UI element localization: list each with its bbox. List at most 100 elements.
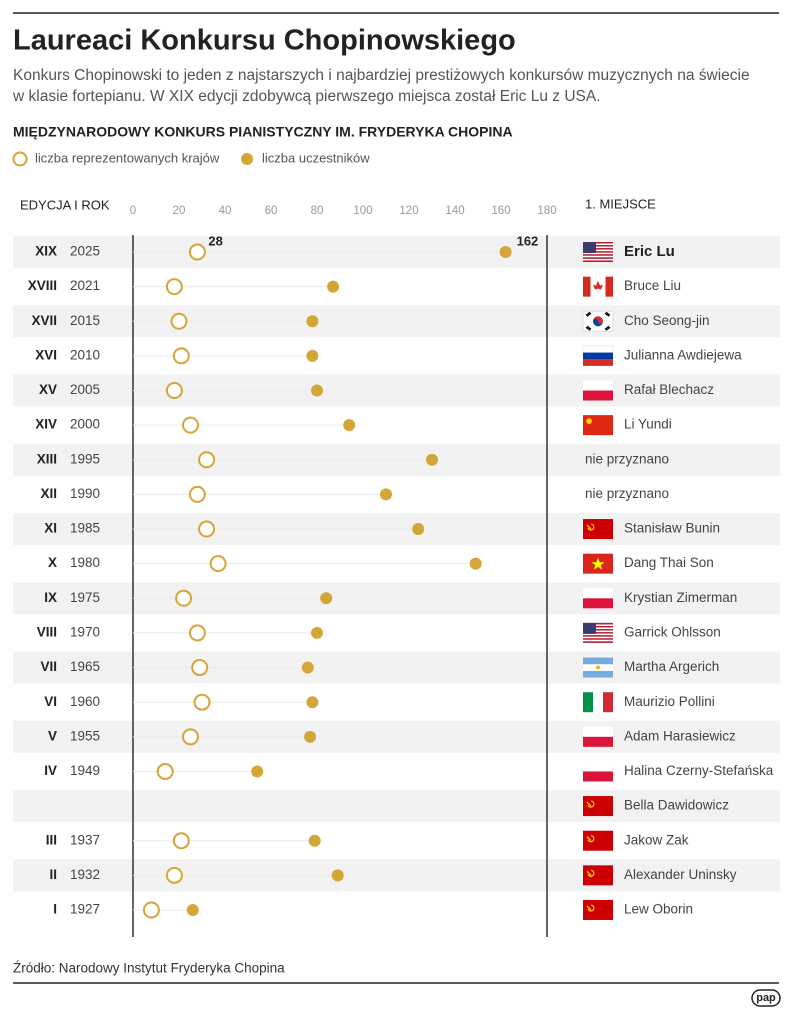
subtitle: Konkurs Chopinowski to jeden z najstarsz…	[13, 67, 750, 84]
edition-label: XVII	[31, 313, 57, 328]
legend-label: liczba reprezentowanych krajów	[35, 150, 220, 165]
winner-name: Bruce Liu	[624, 278, 681, 293]
participant-marker	[251, 765, 264, 778]
winner-name: Rafał Blechacz	[624, 382, 714, 397]
country-marker	[182, 728, 199, 746]
flag-part	[583, 830, 613, 851]
flag-part	[583, 638, 613, 640]
participant-marker	[469, 557, 482, 570]
winner-name: Stanisław Bunin	[624, 521, 720, 536]
participant-marker	[311, 384, 323, 397]
edition-label: XII	[40, 486, 57, 501]
edition-label: XI	[44, 521, 57, 536]
flag-part	[583, 254, 613, 256]
flag-part	[583, 629, 613, 631]
winner-name: Halina Czerny-Stefańska	[624, 763, 774, 778]
flag	[583, 380, 613, 401]
country-marker	[165, 278, 183, 296]
winner-name: Maurizio Pollini	[624, 694, 715, 709]
category-header: EDYCJA I ROK	[20, 197, 110, 212]
flag-part	[586, 523, 595, 531]
flag-part	[583, 796, 613, 817]
edition-label: XVI	[35, 347, 57, 362]
flag	[583, 276, 613, 297]
flag-part	[583, 624, 613, 627]
flag	[583, 692, 613, 713]
country-marker	[198, 520, 216, 538]
logo-frame	[751, 989, 781, 1007]
edition-label: X	[48, 555, 57, 570]
flag-part	[583, 246, 613, 249]
edition-label: V	[48, 728, 57, 743]
flag-part	[586, 904, 595, 912]
edition-label: II	[49, 867, 57, 882]
flag-part	[585, 311, 611, 331]
participant-marker	[306, 349, 319, 362]
flag-part	[583, 635, 613, 637]
flag-part	[583, 899, 613, 920]
country-marker	[188, 485, 206, 503]
flag-part	[583, 276, 591, 297]
flag	[582, 345, 614, 366]
flag-part	[583, 249, 613, 252]
year-label: 1995	[70, 451, 100, 466]
participant-marker	[186, 903, 199, 916]
data-label: 28	[208, 233, 222, 248]
flag	[582, 310, 614, 332]
x-tick-label: 180	[537, 205, 556, 217]
flag-part	[583, 390, 613, 401]
flag	[583, 726, 613, 747]
participant-marker	[311, 626, 323, 639]
flag-part	[593, 280, 603, 290]
flag-part	[583, 255, 613, 258]
flag-part	[586, 869, 595, 877]
flag-part	[583, 258, 613, 261]
country-marker	[170, 312, 188, 330]
participant-marker	[331, 869, 344, 882]
flag	[583, 622, 613, 643]
winner-name: nie przyznano	[585, 451, 669, 466]
winner-name: Bella Dawidowicz	[624, 798, 729, 813]
winner-header: 1. MIEJSCE	[585, 196, 656, 211]
country-marker	[198, 451, 216, 469]
edition-label: VI	[44, 694, 57, 709]
flag-part	[583, 415, 613, 436]
winner-name: Eric Lu	[624, 243, 675, 260]
flag-part	[591, 557, 605, 570]
country-marker	[175, 589, 193, 607]
participant-marker	[426, 453, 438, 466]
flag-part	[583, 242, 596, 253]
flag-part	[583, 248, 613, 250]
participant-marker	[301, 661, 314, 674]
x-tick-label: 160	[491, 205, 510, 217]
edition-label: XVIII	[28, 278, 57, 293]
country-marker	[193, 693, 211, 711]
row-stripe	[13, 790, 780, 823]
year-label: 2000	[70, 417, 100, 432]
flag-part	[583, 726, 613, 737]
winner-name: Alexander Uninsky	[624, 867, 737, 882]
flag-part	[583, 636, 613, 639]
flag	[583, 761, 613, 782]
participant-marker	[306, 315, 319, 328]
flag-part	[583, 639, 613, 642]
source: Źródło: Narodowy Instytut Fryderyka Chop…	[13, 961, 285, 976]
flag-part	[583, 243, 613, 246]
participant-marker	[304, 730, 317, 743]
edition-label: XIII	[37, 451, 57, 466]
flag-part	[583, 380, 613, 391]
edition-label: IV	[44, 763, 57, 778]
year-label: 2010	[70, 347, 100, 362]
x-tick-label: 100	[353, 205, 372, 217]
legend-marker	[12, 151, 28, 167]
x-tick-label: 140	[445, 205, 464, 217]
flag	[583, 830, 613, 851]
year-label: 1975	[70, 590, 100, 605]
country-marker	[209, 555, 227, 573]
country-marker	[172, 347, 190, 365]
flag-part	[583, 260, 613, 262]
title: Laureaci Konkursu Chopinowskiego	[13, 25, 516, 57]
flag	[583, 865, 613, 886]
flag-part	[583, 692, 593, 713]
